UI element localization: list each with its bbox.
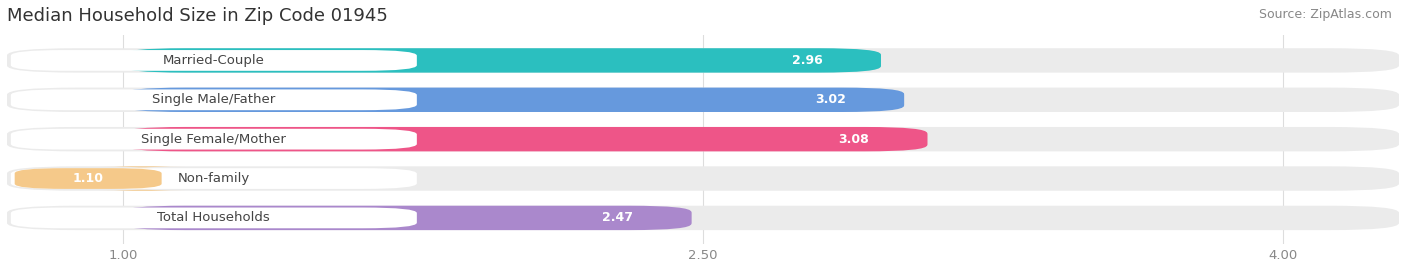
FancyBboxPatch shape: [122, 127, 928, 151]
Text: Single Female/Mother: Single Female/Mother: [142, 133, 287, 146]
FancyBboxPatch shape: [7, 206, 1399, 230]
Text: 3.08: 3.08: [838, 133, 869, 146]
Text: Single Male/Father: Single Male/Father: [152, 93, 276, 106]
FancyBboxPatch shape: [734, 50, 882, 71]
Text: Married-Couple: Married-Couple: [163, 54, 264, 67]
FancyBboxPatch shape: [780, 129, 928, 150]
Text: Median Household Size in Zip Code 01945: Median Household Size in Zip Code 01945: [7, 7, 388, 25]
FancyBboxPatch shape: [11, 129, 416, 150]
FancyBboxPatch shape: [7, 166, 1399, 191]
FancyBboxPatch shape: [14, 168, 162, 189]
FancyBboxPatch shape: [100, 166, 184, 191]
FancyBboxPatch shape: [11, 168, 416, 189]
FancyBboxPatch shape: [11, 50, 416, 71]
FancyBboxPatch shape: [758, 89, 904, 110]
FancyBboxPatch shape: [11, 89, 416, 110]
Text: Source: ZipAtlas.com: Source: ZipAtlas.com: [1258, 8, 1392, 21]
FancyBboxPatch shape: [7, 88, 1399, 112]
Text: 1.10: 1.10: [73, 172, 104, 185]
FancyBboxPatch shape: [11, 208, 416, 228]
Text: 2.47: 2.47: [602, 211, 634, 224]
Text: Non-family: Non-family: [177, 172, 250, 185]
Text: Total Households: Total Households: [157, 211, 270, 224]
FancyBboxPatch shape: [122, 88, 904, 112]
Text: 2.96: 2.96: [792, 54, 823, 67]
FancyBboxPatch shape: [122, 206, 692, 230]
FancyBboxPatch shape: [7, 127, 1399, 151]
Text: 3.02: 3.02: [815, 93, 846, 106]
FancyBboxPatch shape: [7, 48, 1399, 73]
FancyBboxPatch shape: [122, 48, 882, 73]
FancyBboxPatch shape: [544, 208, 692, 228]
